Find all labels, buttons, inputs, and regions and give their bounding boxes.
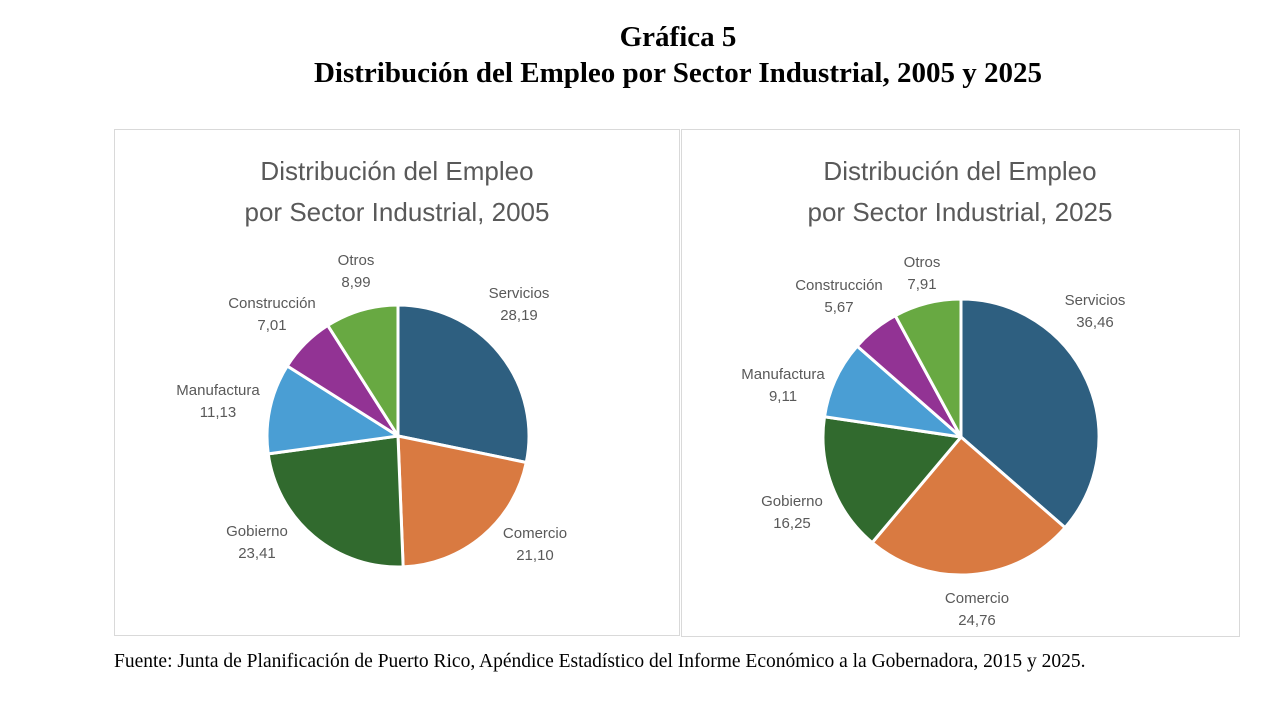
pie-chart-2005: Distribución del Empleo por Sector Indus… xyxy=(114,129,680,636)
slice-value-gobierno: 23,41 xyxy=(238,545,276,562)
figure-label: Gráfica 5 xyxy=(619,21,737,53)
slice-value-comercio: 21,10 xyxy=(516,547,554,564)
pie-chart-2025: Distribución del Empleo por Sector Indus… xyxy=(681,129,1240,637)
slice-value-otros: 8,99 xyxy=(341,274,370,291)
pie-slices xyxy=(265,303,531,569)
slice-value-gobierno: 16,25 xyxy=(773,515,811,532)
slice-value-manufactura: 11,13 xyxy=(200,404,236,421)
source-note: Fuente: Junta de Planificación de Puerto… xyxy=(114,651,1086,672)
chart-title-line-1: Distribución del Empleo xyxy=(260,156,533,186)
pie-slices xyxy=(821,297,1101,577)
slice-label-otros: Otros xyxy=(338,252,375,269)
slice-label-otros: Otros xyxy=(904,254,941,271)
slice-label-comercio: Comercio xyxy=(503,525,567,542)
pie-labels: Servicios 28,19 Comercio 21,10 Gobierno 23,41… xyxy=(176,252,567,564)
pie-chart-2025-svg: Distribución del Empleo por Sector Indus… xyxy=(741,156,1125,629)
chart-title-line-2: por Sector Industrial, 2005 xyxy=(245,197,550,227)
slice-gobierno xyxy=(821,415,963,545)
slice-otros xyxy=(326,303,400,438)
slice-servicios xyxy=(396,303,531,464)
slice-value-servicios: 28,19 xyxy=(500,307,538,324)
slice-label-gobierno: Gobierno xyxy=(761,493,823,510)
slice-label-servicios: Servicios xyxy=(1065,292,1126,309)
slice-label-construccion: Construcción xyxy=(228,295,316,312)
chart-title-line-2: por Sector Industrial, 2025 xyxy=(808,197,1113,227)
slice-otros xyxy=(893,297,963,439)
pie-labels: Servicios 36,46 Comercio 24,76 Gobierno 16,25… xyxy=(741,254,1125,629)
figure-title: Distribución del Empleo por Sector Indus… xyxy=(313,57,1042,89)
slice-label-comercio: Comercio xyxy=(945,590,1009,607)
slice-value-manufactura: 9,11 xyxy=(769,388,797,405)
slice-comercio xyxy=(870,435,1067,577)
slice-label-gobierno: Gobierno xyxy=(226,523,288,540)
slice-value-servicios: 36,46 xyxy=(1076,314,1114,331)
slice-servicios xyxy=(959,297,1101,530)
slice-value-construccion: 7,01 xyxy=(257,317,286,334)
chart-title-line-1: Distribución del Empleo xyxy=(823,156,1096,186)
slice-comercio xyxy=(396,434,528,569)
pie-chart-2005-svg: Distribución del Empleo por Sector Indus… xyxy=(176,156,567,569)
slice-value-comercio: 24,76 xyxy=(958,612,996,629)
slice-manufactura xyxy=(265,364,400,456)
slice-label-manufactura: Manufactura xyxy=(741,366,825,383)
slice-value-construccion: 5,67 xyxy=(824,299,853,316)
slice-manufactura xyxy=(823,344,963,439)
slice-value-otros: 7,91 xyxy=(907,276,936,293)
slice-label-servicios: Servicios xyxy=(489,285,550,302)
slice-label-construccion: Construcción xyxy=(795,277,883,294)
slice-gobierno xyxy=(266,434,405,569)
slice-label-manufactura: Manufactura xyxy=(176,382,260,399)
